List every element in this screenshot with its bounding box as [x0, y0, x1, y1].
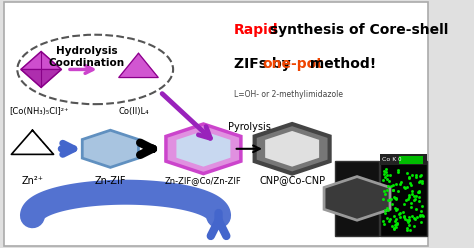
Polygon shape: [265, 131, 319, 167]
Text: 0: 0: [398, 157, 401, 162]
Text: Co(II)L₄: Co(II)L₄: [119, 107, 149, 116]
Polygon shape: [82, 130, 138, 167]
Polygon shape: [176, 131, 230, 167]
Text: method!: method!: [305, 58, 376, 71]
Text: Zn²⁺: Zn²⁺: [21, 176, 44, 186]
Bar: [380, 154, 427, 165]
Polygon shape: [11, 130, 54, 154]
Bar: [380, 161, 427, 236]
Text: Zn-ZIF@Co/Zn-ZIF: Zn-ZIF@Co/Zn-ZIF: [165, 177, 242, 186]
Polygon shape: [21, 69, 61, 87]
Polygon shape: [324, 177, 390, 220]
Text: Hydrolysis: Hydrolysis: [56, 46, 118, 56]
Text: L=OH- or 2-methylimidazole: L=OH- or 2-methylimidazole: [234, 90, 343, 99]
Text: Coordination: Coordination: [48, 58, 125, 68]
Polygon shape: [119, 53, 158, 77]
Bar: [336, 161, 379, 236]
Polygon shape: [166, 124, 241, 174]
Bar: [399, 156, 423, 164]
Text: one-pot: one-pot: [262, 58, 323, 71]
Text: Co K: Co K: [382, 157, 396, 162]
Text: Zn-ZIF: Zn-ZIF: [95, 176, 126, 186]
Text: synthesis of Core-shell: synthesis of Core-shell: [265, 23, 449, 37]
Polygon shape: [21, 52, 61, 69]
Text: Rapid: Rapid: [234, 23, 278, 37]
Polygon shape: [255, 124, 329, 174]
Text: Pyrolysis: Pyrolysis: [228, 122, 271, 132]
Text: CNP@Co-CNP: CNP@Co-CNP: [259, 176, 325, 186]
Text: ZIFs by: ZIFs by: [234, 58, 295, 71]
Text: [Co(NH₃)₅Cl]²⁺: [Co(NH₃)₅Cl]²⁺: [9, 107, 69, 116]
